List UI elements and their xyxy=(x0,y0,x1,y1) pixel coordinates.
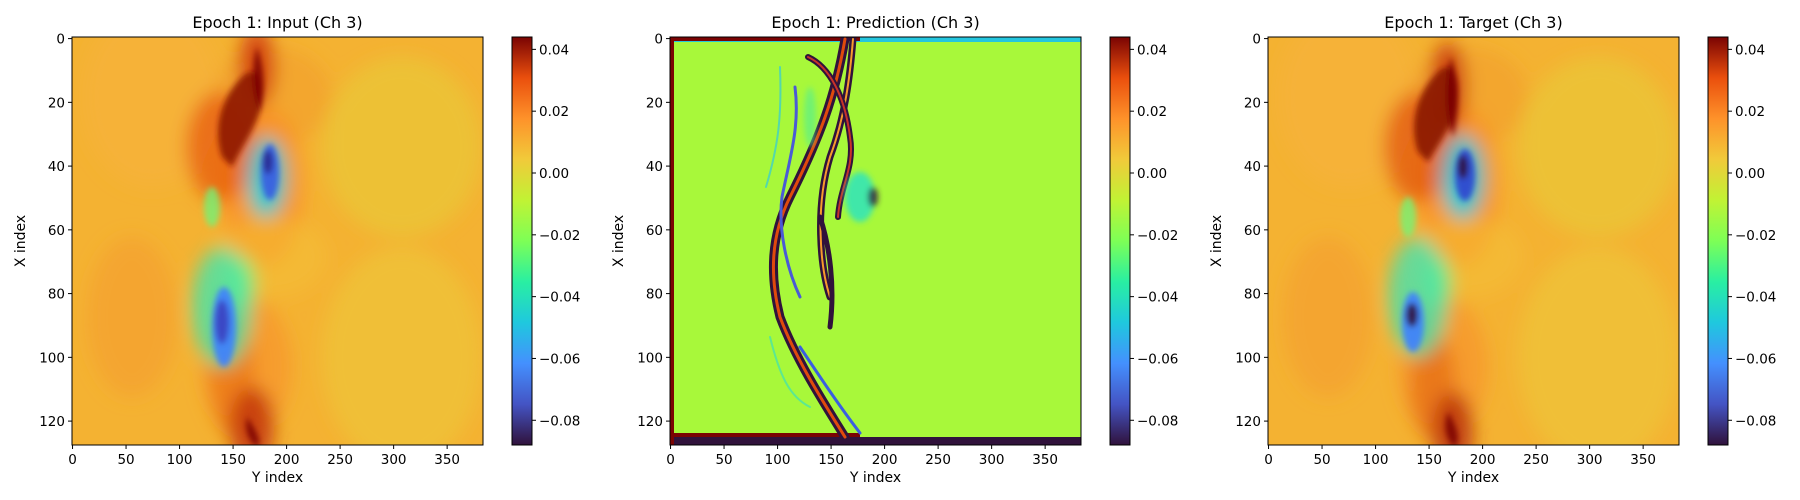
prediction-xtick-label: 150 xyxy=(818,452,844,468)
panel-input-frame xyxy=(71,36,484,446)
prediction-xtick-label: 250 xyxy=(925,452,951,468)
target-ytick-label: 20 xyxy=(1244,95,1261,111)
prediction-ytick-label: 120 xyxy=(637,414,663,430)
panel-target-ylabel: X index xyxy=(1209,215,1225,267)
panel-prediction-heatmap xyxy=(670,37,1081,445)
prediction-colorbar-tick-label: −0.04 xyxy=(1137,290,1178,306)
panel-prediction-xlabel: Y index xyxy=(849,470,901,486)
input-colorbar-tick-label: −0.04 xyxy=(539,290,580,306)
target-xtick-label: 250 xyxy=(1523,452,1549,468)
target-colorbar-tick-label: −0.06 xyxy=(1735,351,1776,367)
prediction-colorbar-tick-label: −0.02 xyxy=(1137,228,1178,244)
target-xtick-label: 0 xyxy=(1264,452,1273,468)
panel-prediction-colorbar-ticks: 0.04 0.02 0.00 −0.02 −0.04 −0.06 −0.08 xyxy=(1130,42,1178,429)
target-xtick-label: 300 xyxy=(1577,452,1603,468)
target-ytick-label: 60 xyxy=(1244,223,1261,239)
target-xtick-label: 200 xyxy=(1470,452,1496,468)
input-colorbar-tick-label: 0.02 xyxy=(539,104,569,120)
panel-prediction-colorbar: 0.04 0.02 0.00 −0.02 −0.04 −0.06 −0.08 xyxy=(1109,36,1178,446)
prediction-colorbar-tick-label: −0.06 xyxy=(1137,351,1178,367)
input-xtick-label: 50 xyxy=(117,452,134,468)
input-ytick-label: 0 xyxy=(56,32,65,48)
target-ytick-label: 100 xyxy=(1235,350,1261,366)
input-xtick-label: 200 xyxy=(274,452,300,468)
panel-target-title: Epoch 1: Target (Ch 3) xyxy=(1384,13,1562,32)
panel-target-colorbar-gradient xyxy=(1707,36,1729,446)
target-xtick-label: 50 xyxy=(1313,452,1330,468)
input-xtick-label: 250 xyxy=(327,452,353,468)
input-ytick-label: 80 xyxy=(48,287,65,303)
prediction-ytick-label: 40 xyxy=(646,159,663,175)
prediction-colorbar-tick-label: 0.00 xyxy=(1137,166,1167,182)
input-colorbar-tick-label: −0.06 xyxy=(539,351,580,367)
panel-prediction-axes: 0 50 100 150 200 250 300 350 0 20 40 60 80 100 120 xyxy=(637,32,1058,468)
prediction-ytick-label: 80 xyxy=(646,287,663,303)
input-colorbar-tick-label: 0.04 xyxy=(539,42,569,58)
panel-target-frame xyxy=(1267,36,1680,446)
panel-prediction: Epoch 1: Prediction (Ch 3) xyxy=(611,13,1178,486)
target-colorbar-tick-label: 0.04 xyxy=(1735,42,1765,58)
input-ytick-label: 20 xyxy=(48,95,65,111)
prediction-xtick-label: 0 xyxy=(666,452,675,468)
input-colorbar-tick-label: 0.00 xyxy=(539,166,569,182)
target-ytick-label: 120 xyxy=(1235,414,1261,430)
panel-input-colorbar-gradient xyxy=(511,36,533,446)
input-xtick-label: 150 xyxy=(220,452,246,468)
target-xtick-label: 150 xyxy=(1416,452,1442,468)
prediction-xtick-label: 100 xyxy=(765,452,791,468)
prediction-colorbar-tick-label: −0.08 xyxy=(1137,413,1178,429)
panel-target-xlabel: Y index xyxy=(1447,470,1499,486)
prediction-colorbar-tick-label: 0.04 xyxy=(1137,42,1167,58)
panel-input-colorbar-ticks: 0.04 0.02 0.00 −0.02 −0.04 −0.06 −0.08 xyxy=(532,42,580,429)
prediction-ytick-label: 0 xyxy=(654,32,663,48)
target-colorbar-tick-label: −0.08 xyxy=(1735,413,1776,429)
panel-prediction-ylabel: X index xyxy=(611,215,627,267)
input-xtick-label: 300 xyxy=(381,452,407,468)
input-xtick-label: 100 xyxy=(167,452,193,468)
panel-target-colorbar: 0.04 0.02 0.00 −0.02 −0.04 −0.06 −0.08 xyxy=(1707,36,1776,446)
prediction-ytick-label: 20 xyxy=(646,95,663,111)
panel-target: Epoch 1: Target (Ch 3) xyxy=(1209,13,1776,486)
input-colorbar-tick-label: −0.08 xyxy=(539,413,580,429)
input-xtick-label: 350 xyxy=(434,452,460,468)
target-colorbar-tick-label: −0.02 xyxy=(1735,228,1776,244)
input-xtick-label: 0 xyxy=(68,452,77,468)
panel-input-ylabel: X index xyxy=(13,215,29,267)
target-ytick-label: 40 xyxy=(1244,159,1261,175)
target-colorbar-tick-label: 0.02 xyxy=(1735,104,1765,120)
panel-input-heatmap xyxy=(72,37,483,445)
prediction-xtick-label: 350 xyxy=(1032,452,1058,468)
target-colorbar-tick-label: −0.04 xyxy=(1735,290,1776,306)
input-ytick-label: 60 xyxy=(48,223,65,239)
target-xtick-label: 100 xyxy=(1363,452,1389,468)
prediction-ytick-label: 100 xyxy=(637,350,663,366)
prediction-xtick-label: 200 xyxy=(872,452,898,468)
panel-target-heatmap xyxy=(1268,37,1679,445)
panel-prediction-colorbar-gradient xyxy=(1109,36,1131,446)
input-colorbar-tick-label: −0.02 xyxy=(539,228,580,244)
prediction-xtick-label: 300 xyxy=(979,452,1005,468)
panel-input-colorbar: 0.04 0.02 0.00 −0.02 −0.04 −0.06 −0.08 xyxy=(511,36,580,446)
prediction-xtick-label: 50 xyxy=(715,452,732,468)
panel-input-title: Epoch 1: Input (Ch 3) xyxy=(192,13,362,32)
panel-input-xlabel: Y index xyxy=(251,470,303,486)
panel-target-axes: 0 50 100 150 200 250 300 350 0 20 40 60 80 100 120 xyxy=(1235,32,1656,468)
panel-input: Epoch 1: Input (Ch 3) xyxy=(13,13,580,486)
prediction-colorbar-tick-label: 0.02 xyxy=(1137,104,1167,120)
input-ytick-label: 120 xyxy=(39,414,65,430)
prediction-ytick-label: 60 xyxy=(646,223,663,239)
panel-target-colorbar-ticks: 0.04 0.02 0.00 −0.02 −0.04 −0.06 −0.08 xyxy=(1728,42,1776,429)
panel-input-axes: 0 50 100 150 200 250 300 350 0 20 40 60 80 100 120 xyxy=(39,32,460,468)
target-xtick-label: 350 xyxy=(1630,452,1656,468)
target-colorbar-tick-label: 0.00 xyxy=(1735,166,1765,182)
target-ytick-label: 80 xyxy=(1244,287,1261,303)
input-ytick-label: 100 xyxy=(39,350,65,366)
target-ytick-label: 0 xyxy=(1252,32,1261,48)
panel-prediction-frame xyxy=(669,36,1082,446)
input-ytick-label: 40 xyxy=(48,159,65,175)
panel-prediction-title: Epoch 1: Prediction (Ch 3) xyxy=(771,13,979,32)
